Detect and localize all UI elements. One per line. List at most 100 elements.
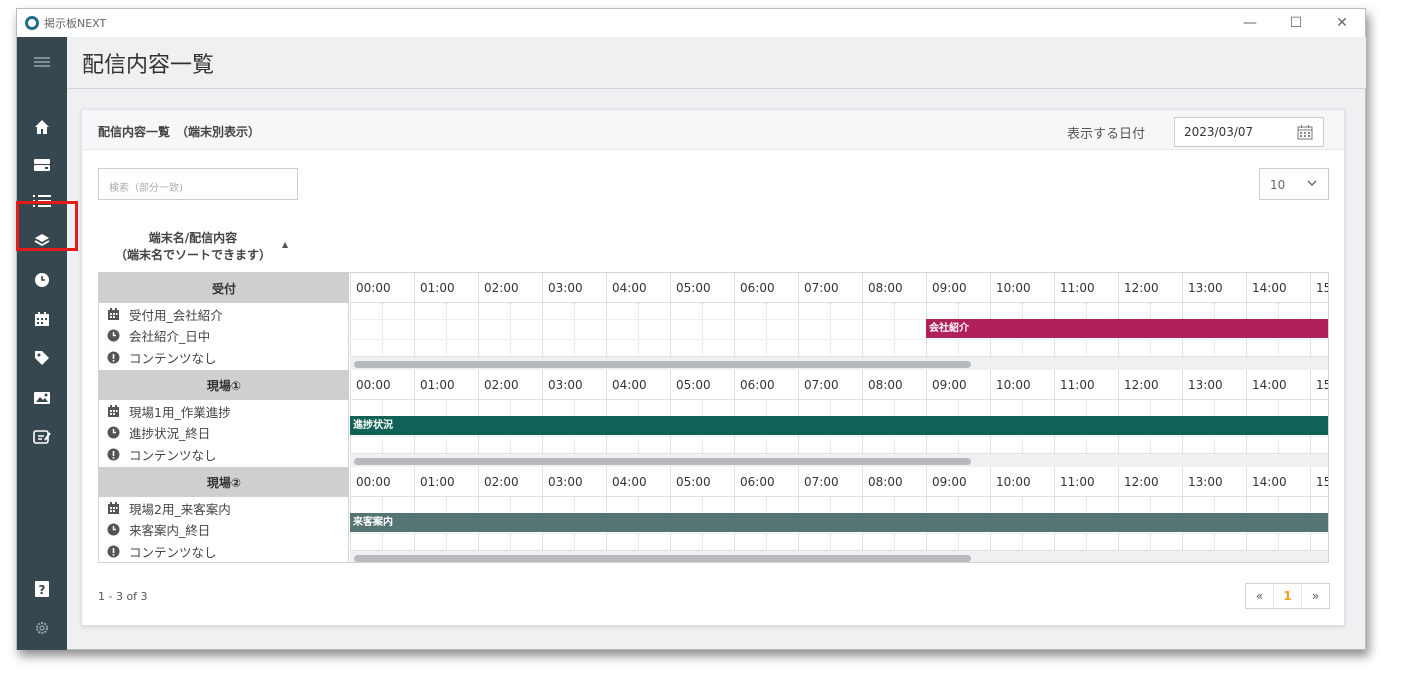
column-header-line1: 端末名/配信内容: [148, 231, 238, 245]
program-item[interactable]: 来客案内_終日: [107, 519, 210, 540]
hour-label: 06:00: [734, 370, 798, 400]
half-hour-gridline: [638, 303, 639, 356]
hour-label: 13:00: [1182, 467, 1246, 497]
sidebar: ?: [16, 37, 78, 650]
tag-icon[interactable]: [17, 339, 67, 377]
hour-gridline: [670, 303, 671, 356]
row-gridline: [350, 533, 1328, 534]
highlight-box: [16, 201, 78, 251]
schedule-item[interactable]: 現場1用_作業進捗: [107, 401, 231, 422]
close-button[interactable]: ✕: [1336, 15, 1348, 31]
hour-label: 00:00: [350, 370, 414, 400]
date-field[interactable]: 2023/03/07: [1174, 117, 1324, 147]
row-gridline: [350, 339, 1328, 340]
status-item: コンテンツなし: [107, 444, 217, 465]
page-size-value: 10: [1270, 178, 1286, 192]
program-name: 来客案内_終日: [129, 523, 211, 538]
inbox-icon[interactable]: [17, 146, 67, 184]
minimize-button[interactable]: —: [1243, 15, 1257, 31]
hour-label: 09:00: [926, 467, 990, 497]
hour-label: 02:00: [478, 467, 542, 497]
hour-label: 10:00: [990, 273, 1054, 303]
hour-label: 04:00: [606, 467, 670, 497]
scrollbar-thumb[interactable]: [354, 555, 971, 562]
hour-label: 12:00: [1118, 273, 1182, 303]
next-page-button[interactable]: »: [1311, 589, 1320, 603]
hour-label: 08:00: [862, 273, 926, 303]
hour-label: 08:00: [862, 370, 926, 400]
hour-header: 00:00 01:00 02:00 03:00 04:00 05:00 06:00 07:00…: [350, 370, 1328, 400]
terminal-name[interactable]: 現場①: [99, 370, 349, 400]
page-size-select[interactable]: 10: [1259, 168, 1329, 200]
schedule-name: 現場1用_作業進捗: [129, 405, 231, 420]
scrollbar-thumb[interactable]: [354, 361, 971, 368]
schedule-item[interactable]: 現場2用_来客案内: [107, 498, 231, 519]
timeline-slots: 来客案内: [350, 497, 1328, 550]
hour-label: 01:00: [414, 467, 478, 497]
chevron-down-icon: [1306, 177, 1318, 192]
search-placeholder: 検索（部分一致): [109, 183, 183, 194]
hour-label: 12:00: [1118, 370, 1182, 400]
hour-label: 15: [1310, 273, 1328, 303]
hour-label: 11:00: [1054, 467, 1118, 497]
program-name: 会社紹介_日中: [129, 329, 211, 344]
horizontal-scrollbar[interactable]: [350, 550, 1328, 562]
content-bar[interactable]: 会社紹介: [926, 319, 1328, 338]
sort-asc-icon[interactable]: ▲: [282, 240, 289, 249]
horizontal-scrollbar[interactable]: [350, 453, 1328, 467]
hour-gridline: [414, 303, 415, 356]
scrollbar-thumb[interactable]: [354, 458, 971, 465]
timeline-slots: 会社紹介: [350, 303, 1328, 356]
hour-label: 15: [1310, 370, 1328, 400]
program-name: 進捗状況_終日: [129, 426, 211, 441]
terminal-name[interactable]: 現場②: [99, 467, 349, 497]
pagination: « 1 »: [1245, 583, 1330, 609]
half-hour-gridline: [574, 303, 575, 356]
hour-label: 07:00: [798, 370, 862, 400]
search-input[interactable]: 検索（部分一致): [98, 168, 298, 200]
timeline-slots: 進捗状況: [350, 400, 1328, 453]
current-page-button[interactable]: 1: [1274, 584, 1302, 608]
hour-label: 14:00: [1246, 467, 1310, 497]
hour-label: 09:00: [926, 370, 990, 400]
menu-icon[interactable]: [17, 43, 67, 81]
hour-gridline: [350, 303, 351, 356]
hour-label: 05:00: [670, 467, 734, 497]
program-item[interactable]: 進捗状況_終日: [107, 422, 210, 443]
hour-label: 03:00: [542, 467, 606, 497]
calendar-icon[interactable]: [17, 300, 67, 338]
calendar-icon: [107, 405, 120, 418]
hour-label: 01:00: [414, 370, 478, 400]
row-gridline: [350, 436, 1328, 437]
help-icon[interactable]: ?: [17, 570, 67, 608]
terminal-contents: 現場1用_作業進捗 進捗状況_終日 コンテンツなし: [99, 400, 349, 467]
sortable-column-header[interactable]: 端末名/配信内容 （端末名でソートできます）: [98, 230, 288, 264]
hour-label: 01:00: [414, 273, 478, 303]
home-icon[interactable]: [17, 108, 67, 146]
terminal-name[interactable]: 受付: [99, 273, 349, 303]
calendar-picker-icon[interactable]: [1297, 124, 1313, 140]
card-header: 配信内容一覧 （端末別表示） 表示する日付 2023/03/07: [82, 110, 1344, 150]
program-item[interactable]: 会社紹介_日中: [107, 325, 210, 346]
gear-icon[interactable]: [17, 609, 67, 647]
horizontal-scrollbar[interactable]: [350, 356, 1328, 370]
hour-label: 14:00: [1246, 273, 1310, 303]
hour-label: 03:00: [542, 370, 606, 400]
calendar-icon: [107, 308, 120, 321]
clock-icon[interactable]: [17, 261, 67, 299]
content-bar[interactable]: 進捗状況: [350, 416, 1328, 435]
content-bar[interactable]: 来客案内: [350, 513, 1328, 532]
schedule-item[interactable]: 受付用_会社紹介: [107, 304, 223, 325]
layers-icon[interactable]: [17, 221, 67, 259]
image-icon[interactable]: [17, 379, 67, 417]
edit-icon[interactable]: [17, 418, 67, 456]
hour-label: 04:00: [606, 273, 670, 303]
terminal-group: 現場② 現場2用_来客案内 来客案内_終日 コンテンツなし 00:00 01:00…: [99, 467, 1328, 562]
app-logo-icon: [25, 16, 39, 30]
half-hour-gridline: [830, 303, 831, 356]
hour-label: 07:00: [798, 273, 862, 303]
prev-page-button[interactable]: «: [1246, 584, 1274, 608]
terminal-group: 現場① 現場1用_作業進捗 進捗状況_終日 コンテンツなし 00:00 01:00…: [99, 370, 1328, 467]
terminal-group: 受付 受付用_会社紹介 会社紹介_日中 コンテンツなし 00:00 01:00 02…: [99, 273, 1328, 370]
maximize-button[interactable]: ☐: [1289, 15, 1303, 31]
